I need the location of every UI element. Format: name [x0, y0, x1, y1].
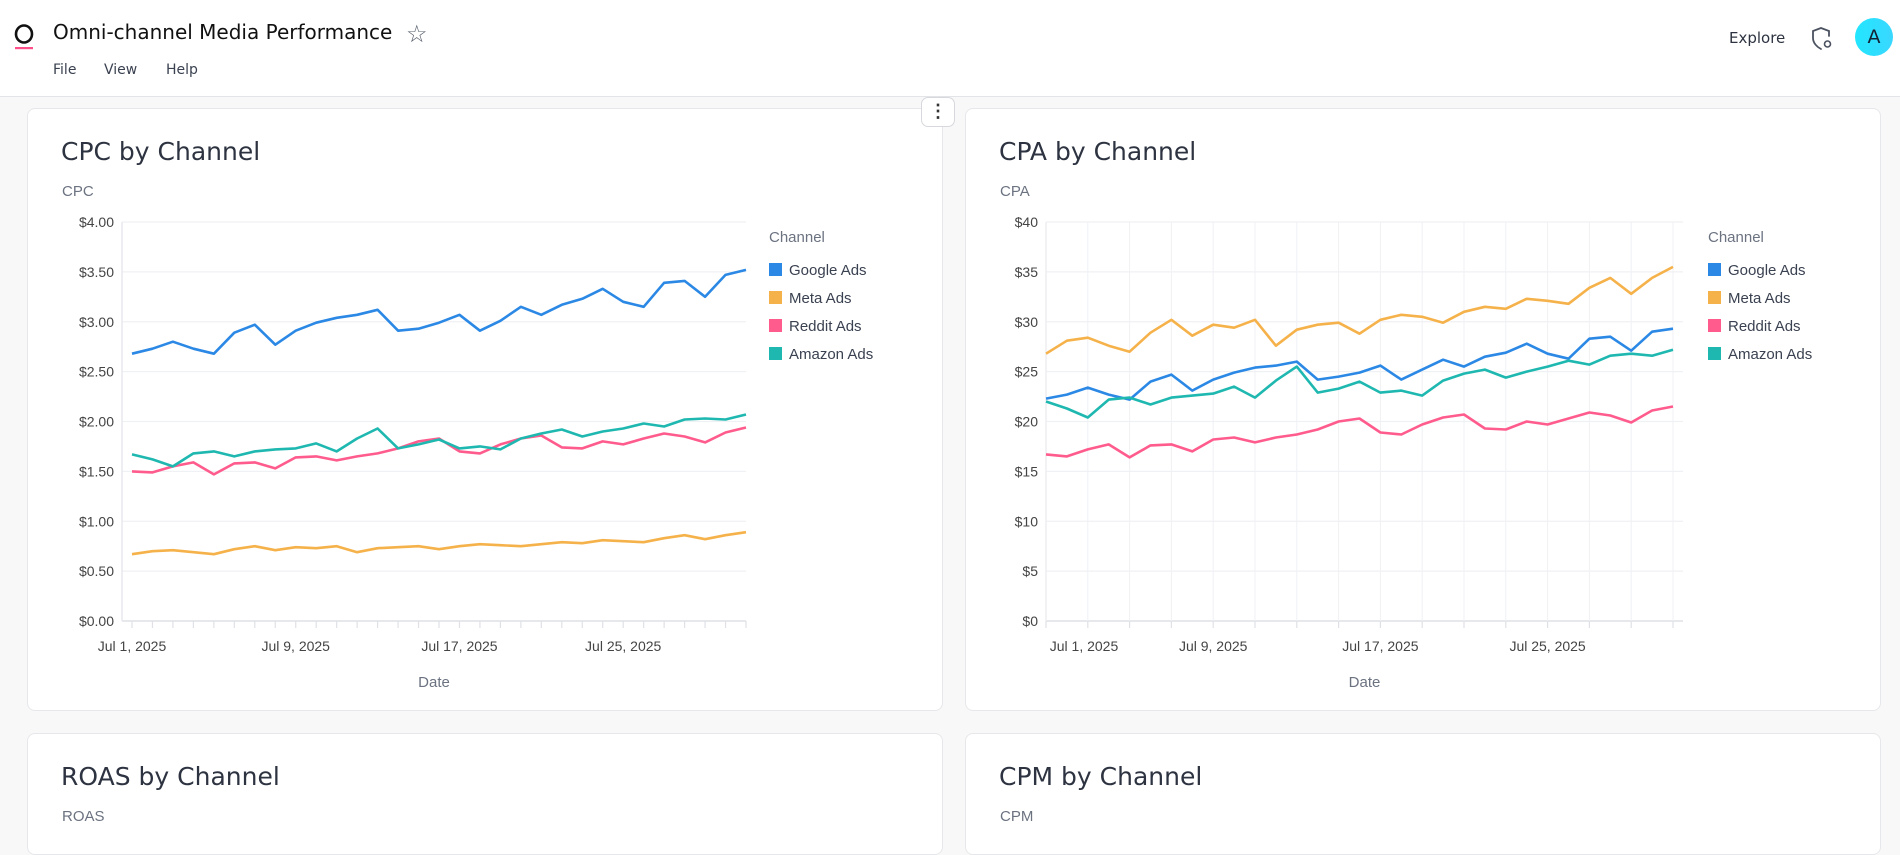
- legend-item: Amazon Ads: [789, 346, 873, 363]
- cpc-chart-card: CPC by Channel CPC $0.00 $0.50 $1.00 $1.50 $…: [27, 108, 943, 711]
- legend-item: Reddit Ads: [1728, 318, 1801, 335]
- x-tick-label: Jul 25, 2025: [585, 638, 661, 654]
- legend-item: Amazon Ads: [1728, 346, 1812, 363]
- legend-swatch: [769, 347, 782, 360]
- shield-gear-icon[interactable]: [1810, 26, 1834, 52]
- series-line-reddit-ads: [1045, 405, 1674, 459]
- series-line-amazon-ads: [131, 413, 747, 468]
- y-tick-label: $0.00: [79, 613, 114, 629]
- y-tick-label: $0: [1022, 613, 1038, 629]
- y-tick-label: $30: [1015, 314, 1039, 330]
- dashboard-title: Omni-channel Media Performance: [53, 20, 393, 44]
- legend-item: Google Ads: [1728, 262, 1806, 279]
- y-tick-label: $4.00: [79, 214, 114, 230]
- y-tick-label: $1.00: [79, 513, 114, 529]
- series-line-google-ads: [131, 268, 747, 355]
- card-title: CPA by Channel: [999, 137, 1197, 166]
- y-tick-label: $2.50: [79, 364, 114, 380]
- x-tick-label: Jul 25, 2025: [1509, 638, 1585, 654]
- legend-swatch: [1708, 263, 1721, 276]
- legend-swatch: [769, 319, 782, 332]
- star-icon[interactable]: ☆: [406, 21, 428, 48]
- card-title: CPC by Channel: [61, 137, 261, 166]
- cpm-chart-card: CPM by Channel CPM: [965, 733, 1881, 855]
- legend-title: Channel: [1708, 229, 1764, 246]
- explore-button[interactable]: Explore: [1729, 29, 1786, 47]
- y-axis-title: CPC: [62, 183, 94, 200]
- avatar[interactable]: A: [1855, 18, 1893, 56]
- series-line-reddit-ads: [131, 426, 747, 476]
- y-tick-label: $10: [1015, 513, 1039, 529]
- y-tick-label: $20: [1015, 414, 1039, 430]
- series-line-meta-ads: [131, 530, 747, 556]
- y-tick-label: $40: [1015, 214, 1039, 230]
- y-axis-title: CPM: [1000, 808, 1034, 825]
- menu-file[interactable]: File: [53, 62, 77, 78]
- series-line-google-ads: [1045, 327, 1674, 401]
- omni-logo[interactable]: [13, 24, 35, 50]
- x-tick-label: Jul 1, 2025: [1050, 638, 1119, 654]
- menu-view[interactable]: View: [104, 62, 138, 78]
- x-tick-label: Jul 9, 2025: [261, 638, 330, 654]
- legend-swatch: [1708, 347, 1721, 360]
- x-tick-label: Jul 1, 2025: [98, 638, 167, 654]
- legend-item: Meta Ads: [789, 290, 852, 307]
- legend-title: Channel: [769, 229, 825, 246]
- y-tick-label: $5: [1022, 563, 1038, 579]
- y-tick-label: $3.00: [79, 314, 114, 330]
- app-header: Omni-channel Media Performance ☆ File Vi…: [0, 0, 1900, 97]
- menu-help[interactable]: Help: [166, 62, 198, 78]
- legend-item: Reddit Ads: [789, 318, 862, 335]
- y-tick-label: $35: [1015, 264, 1039, 280]
- legend-swatch: [769, 291, 782, 304]
- x-axis-title: Date: [418, 674, 450, 691]
- y-tick-label: $15: [1015, 463, 1039, 479]
- x-tick-label: Jul 17, 2025: [421, 638, 497, 654]
- y-tick-label: $2.00: [79, 414, 114, 430]
- card-title: ROAS by Channel: [61, 762, 280, 791]
- y-axis-title: CPA: [1000, 183, 1030, 200]
- y-tick-label: $25: [1015, 364, 1039, 380]
- x-axis-title: Date: [1349, 674, 1381, 691]
- card-title: CPM by Channel: [999, 762, 1203, 791]
- legend-swatch: [1708, 319, 1721, 332]
- cpa-line-chart: $0 $5 $10 $15 $20 $25 $30 $35 $40 Jul 1, 2025 Jul …: [1015, 214, 1813, 691]
- y-tick-label: $3.50: [79, 264, 114, 280]
- legend-swatch: [769, 263, 782, 276]
- cpc-line-chart: $0.00 $0.50 $1.00 $1.50 $2.00 $2.50 $3.00 $3.50…: [79, 214, 873, 691]
- legend-item: Meta Ads: [1728, 290, 1791, 307]
- roas-chart-card: ROAS by Channel ROAS: [27, 733, 943, 855]
- y-tick-label: $0.50: [79, 563, 114, 579]
- x-tick-label: Jul 9, 2025: [1179, 638, 1248, 654]
- y-axis-title: ROAS: [62, 808, 105, 825]
- x-tick-label: Jul 17, 2025: [1342, 638, 1418, 654]
- legend-swatch: [1708, 291, 1721, 304]
- more-vertical-icon[interactable]: ⋮: [921, 97, 955, 127]
- cpa-chart-card: CPA by Channel CPA $0 $5 $10 $15 $20 $25 $30 $3…: [965, 108, 1881, 711]
- y-tick-label: $1.50: [79, 463, 114, 479]
- legend-item: Google Ads: [789, 262, 867, 279]
- series-line-meta-ads: [1045, 265, 1674, 355]
- series-line-amazon-ads: [1045, 348, 1674, 419]
